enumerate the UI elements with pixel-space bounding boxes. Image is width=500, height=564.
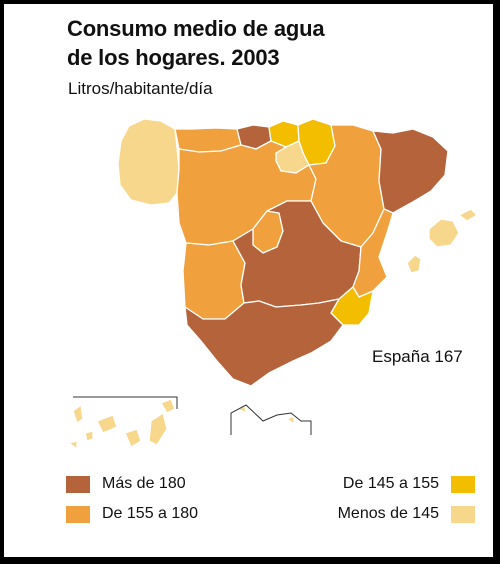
spain-map bbox=[68, 118, 478, 450]
canarias-inset-frame bbox=[73, 396, 178, 409]
region-cataluna bbox=[372, 128, 449, 214]
legend-item-155-180: De 155 a 180 bbox=[66, 505, 198, 523]
map-frame: Consumo medio de agua de los hogares. 20… bbox=[3, 3, 494, 558]
region-canarias-la-gomera bbox=[84, 430, 94, 442]
legend-label-mas-180: Más de 180 bbox=[102, 475, 186, 492]
legend-label-145-155: De 145 a 155 bbox=[342, 475, 439, 492]
legend-item-mas-180: Más de 180 bbox=[66, 475, 186, 493]
region-canarias-el-hierro bbox=[68, 440, 78, 450]
legend-label-menos-145: Menos de 145 bbox=[337, 505, 439, 522]
region-comunitat-valenciana bbox=[352, 208, 394, 298]
ceuta-melilla-coastline bbox=[230, 404, 312, 435]
legend-swatch-145-155 bbox=[451, 475, 475, 493]
legend-swatch-155-180 bbox=[66, 505, 90, 523]
region-melilla bbox=[286, 415, 295, 425]
region-canarias-tenerife bbox=[96, 414, 118, 434]
region-canarias-lanzarote bbox=[160, 398, 176, 414]
title-line-1: Consumo medio de agua bbox=[67, 16, 325, 41]
region-canarias-fuerteventura bbox=[148, 412, 168, 446]
map-subtitle: Litros/habitante/día bbox=[68, 79, 213, 98]
region-galicia bbox=[117, 118, 180, 206]
legend-swatch-mas-180 bbox=[66, 475, 90, 493]
legend-item-menos-145: Menos de 145 bbox=[338, 505, 475, 523]
region-andalucia bbox=[184, 298, 344, 387]
region-baleares-ibiza bbox=[406, 254, 422, 274]
legend-label-155-180: De 155 a 180 bbox=[102, 505, 199, 522]
national-average-label: España 167 bbox=[372, 347, 463, 366]
region-canarias-la-palma bbox=[72, 404, 84, 424]
legend-item-145-155: De 145 a 155 bbox=[343, 475, 475, 493]
region-canarias-gran-canaria bbox=[124, 428, 142, 448]
title-line-2: de los hogares. 2003 bbox=[67, 45, 280, 70]
map-title: Consumo medio de agua de los hogares. 20… bbox=[67, 14, 325, 72]
region-extremadura bbox=[182, 240, 246, 320]
region-baleares-menorca bbox=[458, 208, 478, 222]
legend-swatch-menos-145 bbox=[451, 505, 475, 523]
region-baleares-mallorca bbox=[428, 218, 460, 248]
